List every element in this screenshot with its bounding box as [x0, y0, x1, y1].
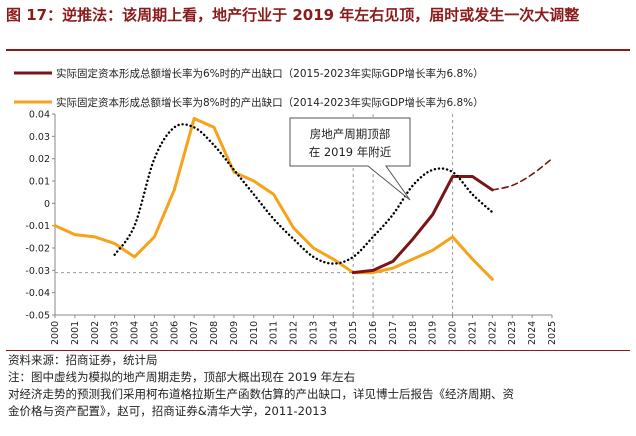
- x-tick-label: 2010: [249, 321, 260, 345]
- y-tick-label: -0.04: [25, 288, 50, 299]
- forecast-dashed-line: [491, 157, 553, 191]
- x-tick-label: 2023: [507, 321, 518, 345]
- x-tick-label: 2000: [50, 321, 61, 345]
- legend-label: 实际固定资本形成总额增长率为8%时的产出缺口（2014-2023年实际GDP增长…: [56, 96, 484, 109]
- y-tick-label: -0.01: [25, 221, 50, 232]
- callout-box: [289, 117, 411, 201]
- y-tick-label: 0.01: [29, 177, 50, 188]
- x-tick-label: 2009: [229, 321, 240, 345]
- y-tick-label: 0.03: [29, 132, 50, 143]
- note-text-2: 对经济走势的预测我们采用柯布道格拉斯生产函数估算的产出缺口，详见博士后报告《经济…: [8, 387, 514, 401]
- y-tick-label: -0.05: [25, 311, 50, 322]
- y-tick-label: 0.02: [29, 154, 50, 165]
- y-tick-label: -0.03: [25, 266, 50, 277]
- x-tick-label: 2019: [428, 321, 439, 345]
- simulated-cycle-dotted-line: [113, 123, 494, 265]
- y-tick-label: 0: [44, 199, 50, 210]
- x-tick-label: 2008: [209, 321, 220, 345]
- title-divider: [6, 49, 630, 51]
- x-tick-label: 2018: [408, 321, 419, 345]
- source-text: 资料来源：招商证券，统计局: [8, 353, 158, 367]
- x-tick-label: 2002: [90, 321, 101, 345]
- x-tick-label: 2016: [368, 321, 379, 345]
- x-tick-label: 2014: [328, 321, 339, 345]
- callout-text-line1: 房地产周期顶部: [310, 127, 391, 141]
- figure-title: 图 17：逆推法：该周期上看，地产行业于 2019 年左右见顶，届时或发生一次大…: [6, 6, 580, 24]
- x-tick-label: 2006: [169, 321, 180, 345]
- series-line-6pct: [351, 175, 494, 275]
- chart: 0.04 0.03 0.02 0.01 0 -0.01 -0.02 -0.03 -0.04 -0.…: [14, 67, 558, 346]
- x-tick-label: 2024: [527, 321, 538, 345]
- x-tick-label: 2021: [467, 321, 478, 345]
- x-tick-label: 2015: [348, 321, 359, 345]
- x-tick-label: 2005: [149, 321, 160, 345]
- x-tick-label: 2012: [289, 321, 300, 345]
- x-tick-label: 2011: [269, 321, 280, 345]
- x-tick-label: 2017: [388, 321, 399, 345]
- footer-divider: [6, 350, 630, 351]
- plot-area: 0.04 0.03 0.02 0.01 0 -0.01 -0.02 -0.03 -0.04 -0.…: [25, 110, 558, 346]
- x-tick-label: 2022: [487, 321, 498, 345]
- y-tick-label: 0.04: [29, 110, 50, 121]
- x-tick-label: 2025: [547, 321, 558, 345]
- callout-text-line2: 在 2019 年附近: [309, 145, 392, 159]
- legend: 实际固定资本形成总额增长率为6%时的产出缺口（2015-2023年实际GDP增长…: [14, 67, 484, 109]
- series-line-8pct: [53, 116, 494, 281]
- note-text-3: 金价格与资产配置》，赵可，招商证券&清华大学，2011-2013: [8, 404, 327, 418]
- x-tick-label: 2004: [130, 321, 141, 345]
- x-tick-label: 2007: [189, 321, 200, 345]
- x-tick-label: 2013: [308, 321, 319, 345]
- y-tick-label: -0.02: [25, 244, 50, 255]
- legend-label: 实际固定资本形成总额增长率为6%时的产出缺口（2015-2023年实际GDP增长…: [56, 67, 484, 80]
- note-text-1: 注：图中虚线为模拟的地产周期走势，顶部大概出现在 2019 年左右: [8, 370, 356, 384]
- x-tick-label: 2001: [70, 321, 81, 345]
- x-tick-label: 2003: [110, 321, 121, 345]
- x-tick-label: 2020: [448, 321, 459, 345]
